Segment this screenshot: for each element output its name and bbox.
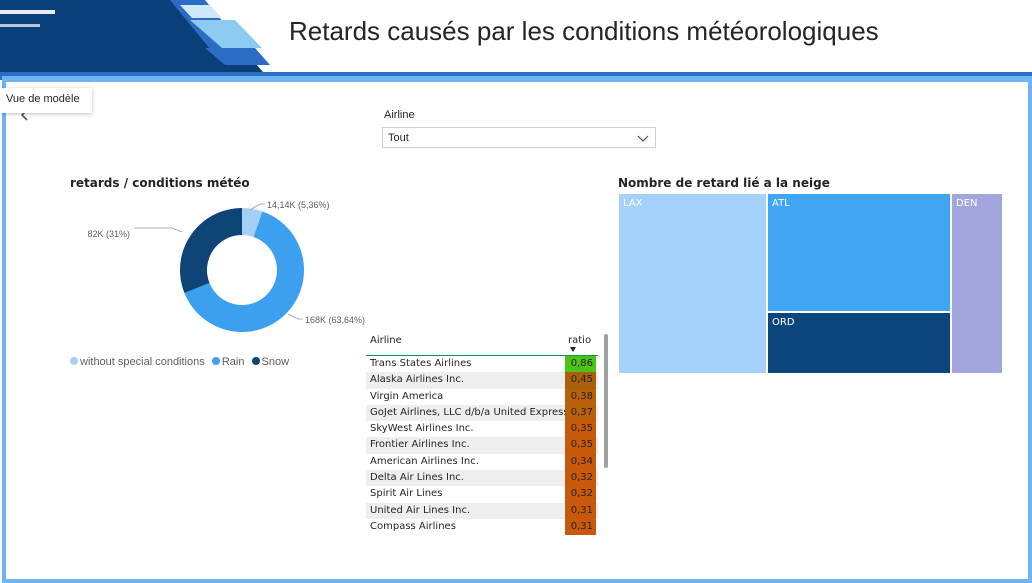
- table-row[interactable]: Compass Airlines 0,31: [366, 518, 598, 536]
- airline-name: GoJet Airlines, LLC d/b/a United Express: [370, 406, 569, 418]
- table-scrollbar[interactable]: [604, 334, 608, 468]
- donut-slice-snow[interactable]: [180, 208, 242, 293]
- legend-label: without special conditions: [80, 356, 205, 368]
- donut-label-snow: 82K (31%): [87, 229, 130, 239]
- airline-slicer-value: Tout: [388, 132, 409, 144]
- airline-name: Compass Airlines: [370, 520, 456, 532]
- legend-item-without[interactable]: without special conditions: [70, 356, 205, 368]
- legend-label: Snow: [261, 356, 290, 368]
- leader-snow: [134, 227, 183, 233]
- table-row[interactable]: Frontier Airlines Inc. 0,35: [366, 437, 598, 454]
- sort-desc-icon: [570, 347, 576, 352]
- table-row[interactable]: United Air Lines Inc. 0,31: [366, 502, 598, 519]
- airline-name: Frontier Airlines Inc.: [370, 439, 470, 451]
- donut-label-without: 14,14K (5,36%): [267, 200, 330, 210]
- legend-item-snow[interactable]: Snow: [251, 356, 290, 368]
- ratio-value: 0,31: [565, 518, 596, 536]
- header-banner-graphic: [0, 0, 300, 80]
- ratio-value: 0,35: [565, 437, 596, 454]
- table-row[interactable]: SkyWest Airlines Inc. 0,35: [366, 421, 598, 438]
- model-view-tooltip: Vue de modèle: [0, 88, 92, 113]
- donut-label-rain: 168K (63,64%): [305, 315, 365, 325]
- donut-chart-title: retards / conditions météo: [70, 176, 250, 190]
- treemap-title: Nombre de retard lié a la neige: [618, 176, 830, 190]
- ratio-value: 0,35: [565, 421, 596, 438]
- donut-slice-without[interactable]: [242, 208, 263, 237]
- legend-item-rain[interactable]: Rain: [211, 356, 245, 368]
- table-row[interactable]: Spirit Air Lines 0,32: [366, 486, 598, 503]
- treemap-tile-den[interactable]: DEN: [951, 193, 1003, 374]
- donut-chart: 82K (31%) 14,14K (5,36%) 168K (63,64%): [87, 200, 365, 332]
- airline-slicer-dropdown[interactable]: Tout: [382, 127, 656, 148]
- table-row[interactable]: GoJet Airlines, LLC d/b/a United Express…: [366, 404, 598, 422]
- legend-label: Rain: [221, 356, 245, 368]
- ratio-value: 0,32: [565, 486, 596, 503]
- ratio-value: 0,37: [565, 404, 596, 422]
- tile-label: LAX: [623, 198, 643, 209]
- donut-legend: without special conditions Rain Snow: [70, 356, 293, 368]
- table-body: Trans States Airlines 0,86 Alaska Airlines…: [366, 356, 598, 536]
- chevron-down-icon[interactable]: [636, 131, 650, 145]
- leader-without: [249, 203, 265, 211]
- treemap-tile-lax[interactable]: LAX: [618, 193, 767, 374]
- ratio-value: 0,32: [565, 470, 596, 487]
- table-row[interactable]: American Airlines Inc. 0,34: [366, 453, 598, 471]
- airline-name: Spirit Air Lines: [370, 488, 443, 500]
- ratio-value: 0,34: [565, 453, 596, 471]
- tile-label: ORD: [772, 317, 795, 328]
- table-row[interactable]: Virgin America 0,38: [366, 388, 598, 405]
- airline-name: American Airlines Inc.: [370, 455, 479, 467]
- tile-label: ATL: [772, 198, 790, 209]
- airline-slicer-label: Airline: [384, 109, 415, 121]
- table-row[interactable]: Delta Air Lines Inc. 0,32: [366, 470, 598, 487]
- treemap-tile-atl[interactable]: ATL: [767, 193, 951, 312]
- ratio-value: 0,38: [565, 388, 596, 405]
- leader-rain: [287, 313, 303, 320]
- airline-name: Delta Air Lines Inc.: [370, 472, 464, 484]
- legend-dot: [251, 357, 260, 365]
- airline-name: Virgin America: [370, 390, 444, 402]
- airline-name: Trans States Airlines: [370, 358, 472, 369]
- treemap-chart: LAX ATL ORD DEN: [618, 193, 1003, 374]
- legend-dot: [211, 357, 220, 365]
- table-row[interactable]: Trans States Airlines 0,86: [366, 356, 598, 373]
- airline-name: SkyWest Airlines Inc.: [370, 423, 474, 435]
- ratio-value: 0,86: [565, 356, 596, 373]
- airline-name: United Air Lines Inc.: [370, 504, 471, 516]
- tile-label: DEN: [956, 198, 978, 209]
- airline-name: Alaska Airlines Inc.: [370, 374, 465, 386]
- donut-slice-rain[interactable]: [184, 211, 304, 332]
- treemap-tile-ord[interactable]: ORD: [767, 312, 951, 374]
- ratio-value: 0,31: [565, 502, 596, 519]
- table-header: Airline ratio: [366, 333, 598, 356]
- ratio-value: 0,45: [565, 372, 596, 389]
- table-row[interactable]: Alaska Airlines Inc. 0,45: [366, 372, 598, 389]
- column-header-airline[interactable]: Airline: [370, 335, 402, 346]
- legend-dot: [70, 357, 78, 365]
- column-header-ratio[interactable]: ratio: [568, 335, 592, 346]
- report-header: Retards causés par les conditions météor…: [0, 0, 1032, 80]
- ratio-table: Airline ratio Trans States Airlines 0,86 A…: [366, 333, 598, 536]
- page-title: Retards causés par les conditions météor…: [289, 16, 879, 46]
